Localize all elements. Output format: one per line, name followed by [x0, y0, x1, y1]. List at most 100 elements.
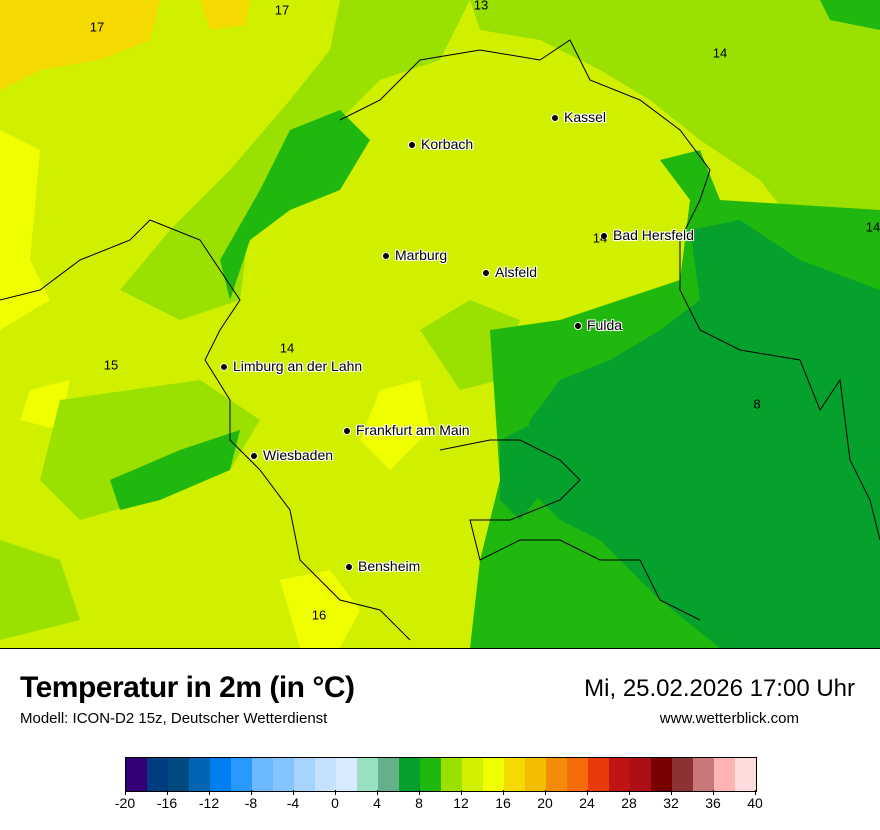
color-legend: [125, 757, 757, 792]
city-label: Korbach: [421, 136, 474, 152]
legend-tick: [545, 790, 546, 795]
city-label: Marburg: [395, 247, 448, 263]
temperature-value: 14: [712, 45, 728, 61]
city-label: Alsfeld: [495, 264, 538, 280]
legend-tick-label: 36: [705, 795, 721, 811]
legend-tick: [209, 790, 210, 795]
legend-tick: [167, 790, 168, 795]
legend-tick-label: 32: [663, 795, 679, 811]
legend-tick-label: -16: [156, 795, 178, 811]
legend-tick: [419, 790, 420, 795]
legend-swatch: [567, 758, 588, 791]
legend-tick-label: 20: [537, 795, 553, 811]
city-marker: Kassel: [551, 109, 606, 125]
legend-swatch: [126, 758, 147, 791]
city-label: Frankfurt am Main: [356, 422, 470, 438]
zone-6: [500, 220, 880, 648]
legend-swatch: [714, 758, 735, 791]
legend-tick: [503, 790, 504, 795]
legend-tick-label: 40: [747, 795, 763, 811]
legend-swatch: [336, 758, 357, 791]
city-dot-icon: [600, 232, 608, 241]
legend-tick: [755, 790, 756, 795]
city-marker: Wiesbaden: [250, 447, 333, 463]
city-dot-icon: [574, 322, 582, 331]
legend-swatch: [315, 758, 336, 791]
legend-swatch: [462, 758, 483, 791]
legend-swatch: [693, 758, 714, 791]
legend-swatch: [147, 758, 168, 791]
legend-tick-label: 24: [579, 795, 595, 811]
temperature-value: 13: [473, 0, 489, 13]
legend-tick: [293, 790, 294, 795]
temperature-value: 14: [592, 230, 608, 246]
city-marker: Korbach: [408, 136, 473, 152]
city-marker: Bensheim: [345, 558, 420, 574]
city-dot-icon: [250, 452, 258, 461]
legend-swatch: [441, 758, 462, 791]
city-label: Bensheim: [358, 558, 421, 574]
temperature-value: 14: [865, 219, 880, 235]
legend-swatch: [735, 758, 756, 791]
legend-tick-label: 16: [495, 795, 511, 811]
zone-10: [0, 0, 880, 640]
legend-swatch: [231, 758, 252, 791]
legend-swatch: [294, 758, 315, 791]
city-label: Fulda: [587, 317, 623, 333]
legend-swatch: [210, 758, 231, 791]
legend-tick: [587, 790, 588, 795]
legend-tick-label: -8: [244, 795, 258, 811]
legend-swatch: [651, 758, 672, 791]
legend-tick: [125, 790, 126, 795]
legend-tick-label: 12: [453, 795, 469, 811]
legend-swatch: [378, 758, 399, 791]
temperature-value: 16: [311, 607, 327, 623]
state-borders: [0, 39, 880, 641]
city-label: Limburg an der Lahn: [233, 358, 363, 374]
legend-tick: [713, 790, 714, 795]
city-label: Kassel: [564, 109, 607, 125]
legend-swatch: [357, 758, 378, 791]
temperature-value: 17: [89, 19, 105, 35]
legend-swatch: [168, 758, 189, 791]
map-title: Temperatur in 2m (in °C): [20, 671, 355, 704]
legend-swatch: [672, 758, 693, 791]
website-link[interactable]: www.wetterblick.com: [659, 710, 799, 727]
legend-ticks: -20 -16 -12 -8 -4 0 4 8 12 16 20 24 28 32 36 40: [115, 790, 763, 820]
model-source: Modell: ICON-D2 15z, Deutscher Wetterdie…: [20, 710, 328, 727]
legend-tick-label: -20: [114, 795, 136, 811]
legend-swatch: [189, 758, 210, 791]
city-dot-icon: [345, 563, 353, 572]
legend-swatch: [399, 758, 420, 791]
temperature-map[interactable]: Kassel Korbach Bad Hersfeld Marburg Alsfeld F…: [0, 0, 880, 649]
legend-tick-label: 8: [415, 795, 423, 811]
city-marker: Frankfurt am Main: [343, 422, 470, 438]
city-dot-icon: [220, 363, 228, 372]
legend-swatch: [420, 758, 441, 791]
temperature-field: [0, 0, 880, 648]
legend-tick: [671, 790, 672, 795]
legend-tick: [377, 790, 378, 795]
legend-swatch: [588, 758, 609, 791]
legend-tick: [335, 790, 336, 795]
legend-tick-label: 28: [621, 795, 637, 811]
city-label: Wiesbaden: [263, 447, 334, 463]
temperature-value: 14: [279, 340, 295, 356]
zone-16: [0, 0, 250, 90]
city-marker: Bad Hersfeld: [600, 227, 694, 243]
legend-swatch: [273, 758, 294, 791]
legend-tick-label: -12: [198, 795, 220, 811]
legend-swatch: [525, 758, 546, 791]
temperature-value: 15: [103, 357, 119, 373]
legend-swatch: [630, 758, 651, 791]
city-marker: Limburg an der Lahn: [220, 358, 362, 374]
city-dot-icon: [551, 114, 559, 123]
legend-swatch: [546, 758, 567, 791]
temperature-value: 8: [753, 396, 761, 412]
legend-swatch: [504, 758, 525, 791]
legend-tick: [629, 790, 630, 795]
legend-tick-label: -4: [286, 795, 300, 811]
legend-swatch: [609, 758, 630, 791]
legend-tick: [461, 790, 462, 795]
legend-tick-label: 4: [373, 795, 381, 811]
